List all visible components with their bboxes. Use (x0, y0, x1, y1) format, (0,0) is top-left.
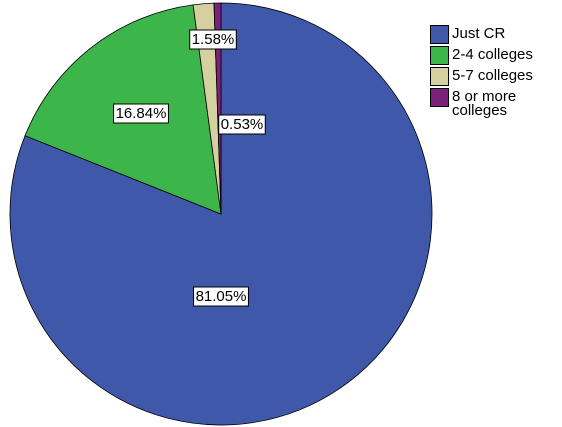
label-5-7-colleges: 1.58% (189, 29, 237, 50)
legend-label-5-7-colleges: 5-7 colleges (452, 67, 533, 84)
slice-8-or-more-colleges (213, 2, 222, 215)
label-just-cr-box (193, 286, 249, 307)
label-2-4-colleges-box (113, 103, 169, 124)
legend-item-8-or-more-colleges: 8 or more colleges (430, 88, 547, 118)
legend-item-5-7-colleges: 5-7 colleges (430, 67, 547, 86)
label-8-or-more-colleges-box (218, 114, 266, 135)
legend: Just CR 2-4 colleges 5-7 colleges 8 or m… (430, 25, 547, 120)
legend-label-2-4-colleges: 2-4 colleges (452, 46, 533, 63)
legend-swatch-2-4-colleges (430, 46, 449, 65)
legend-label-8-or-more-colleges: 8 or more colleges (452, 88, 517, 119)
label-8-or-more-colleges-text: 0.53% (221, 116, 264, 133)
label-8-or-more-colleges: 0.53% (218, 114, 266, 135)
legend-item-2-4-colleges: 2-4 colleges (430, 46, 547, 65)
legend-swatch-5-7-colleges (430, 67, 449, 86)
legend-swatch-just-cr (430, 25, 449, 44)
legend-item-just-cr: Just CR (430, 25, 547, 44)
label-just-cr: 81.05% (193, 286, 249, 307)
legend-swatch-8-or-more-colleges (430, 88, 449, 107)
label-2-4-colleges-text: 16.84% (116, 105, 167, 122)
label-5-7-colleges-text: 1.58% (192, 31, 235, 48)
legend-label-just-cr: Just CR (452, 25, 506, 42)
label-just-cr-text: 81.05% (196, 288, 247, 305)
label-5-7-colleges-box (189, 29, 237, 50)
label-2-4-colleges: 16.84% (113, 103, 169, 124)
